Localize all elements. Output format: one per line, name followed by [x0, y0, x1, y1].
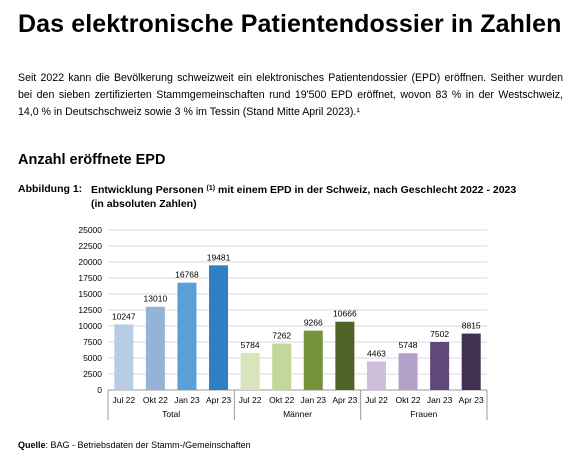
category-label: Jul 22 [112, 395, 135, 405]
data-label: 4463 [367, 348, 386, 358]
bar [335, 321, 355, 390]
category-label: Okt 22 [396, 395, 421, 405]
y-tick-label: 12500 [78, 305, 102, 315]
y-tick-label: 17500 [78, 273, 102, 283]
page-title: Das elektronische Patientendossier in Za… [18, 10, 562, 38]
y-tick-label: 25000 [78, 225, 102, 235]
figure-caption-part: Entwicklung Personen [91, 184, 207, 196]
figure-caption-footnote: (1) [206, 185, 216, 192]
category-label: Okt 22 [269, 395, 294, 405]
bar [303, 330, 323, 390]
y-tick-label: 5000 [83, 353, 102, 363]
figure-caption-part: (in absoluten Zahlen) [91, 198, 197, 210]
group-label: Männer [283, 409, 312, 419]
bar [272, 343, 292, 390]
bar [430, 341, 450, 390]
data-label: 7502 [430, 329, 449, 339]
category-label: Apr 23 [332, 395, 357, 405]
category-label: Apr 23 [206, 395, 231, 405]
y-tick-label: 22500 [78, 241, 102, 251]
y-tick-label: 0 [97, 385, 102, 395]
data-label: 8815 [462, 321, 481, 331]
figure-caption: Entwicklung Personen (1) mit einem EPD i… [91, 183, 571, 211]
data-label: 10247 [112, 311, 136, 321]
category-label: Okt 22 [143, 395, 168, 405]
bar [366, 361, 386, 390]
category-label: Jul 22 [365, 395, 388, 405]
y-tick-label: 15000 [78, 289, 102, 299]
data-label: 13010 [144, 294, 168, 304]
y-tick-label: 20000 [78, 257, 102, 267]
bar [240, 352, 260, 390]
data-label: 19481 [207, 252, 231, 262]
category-label: Jul 22 [239, 395, 262, 405]
y-tick-label: 2500 [83, 369, 102, 379]
bar [398, 353, 418, 390]
group-label: Total [162, 409, 180, 419]
category-label: Apr 23 [459, 395, 484, 405]
bar [145, 306, 165, 390]
bar [209, 265, 229, 390]
group-label: Frauen [410, 409, 437, 419]
category-label: Jan 23 [427, 395, 453, 405]
data-label: 9266 [304, 318, 323, 328]
intro-paragraph: Seit 2022 kann die Bevölkerung schweizwe… [18, 72, 563, 118]
source-label: Quelle [18, 440, 46, 450]
source-note: Quelle: BAG - Betriebsdaten der Stamm-/G… [18, 440, 251, 450]
category-label: Jan 23 [301, 395, 327, 405]
bar [177, 282, 197, 390]
category-label: Jan 23 [174, 395, 200, 405]
y-tick-label: 7500 [83, 337, 102, 347]
bar [461, 333, 481, 390]
figure-label: Abbildung 1: [18, 183, 83, 195]
y-tick-label: 10000 [78, 321, 102, 331]
bar-chart: 0 2500 5000 7500 10000 12500 15000 17500 20000 22… [78, 225, 488, 420]
source-text: : BAG - Betriebsdaten der Stamm-/Gemeins… [45, 440, 251, 450]
section-heading: Anzahl eröffnete EPD [18, 152, 166, 168]
figure-caption-part: mit einem EPD in der Schweiz, nach Gesch… [215, 184, 517, 196]
data-label: 7262 [272, 331, 291, 341]
data-label: 10666 [333, 309, 357, 319]
data-label: 16768 [175, 270, 199, 280]
data-label: 5784 [241, 340, 260, 350]
bar [114, 324, 134, 390]
data-label: 5748 [399, 340, 418, 350]
